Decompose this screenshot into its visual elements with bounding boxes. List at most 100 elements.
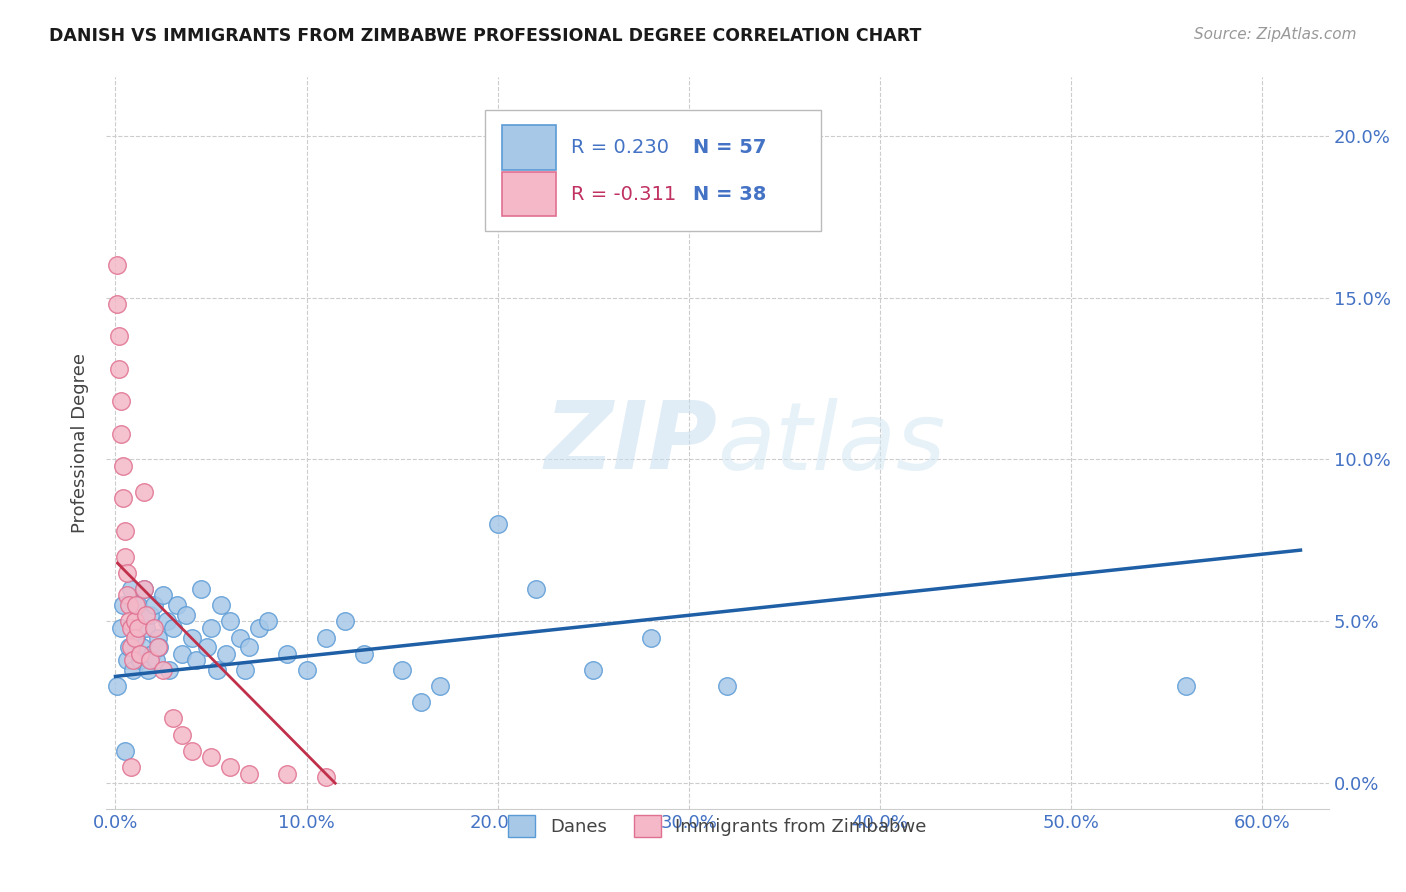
Point <box>105 258 128 272</box>
Point <box>228 631 250 645</box>
Point <box>582 663 605 677</box>
Point <box>108 361 131 376</box>
Point <box>486 517 509 532</box>
FancyBboxPatch shape <box>502 125 555 169</box>
Point <box>135 607 157 622</box>
Point <box>180 744 202 758</box>
Point <box>124 631 146 645</box>
Point <box>125 631 148 645</box>
Point <box>120 582 142 596</box>
Point <box>166 598 188 612</box>
Point <box>124 615 146 629</box>
Point <box>200 750 222 764</box>
Point <box>205 663 228 677</box>
Point <box>146 640 169 655</box>
Point <box>114 549 136 564</box>
Point <box>429 679 451 693</box>
Point <box>125 598 148 612</box>
Point <box>135 621 157 635</box>
Point <box>141 647 163 661</box>
Point <box>156 615 179 629</box>
Point <box>146 631 169 645</box>
Point <box>172 647 194 661</box>
Point <box>162 711 184 725</box>
Point <box>124 615 146 629</box>
Legend: Danes, Immigrants from Zimbabwe: Danes, Immigrants from Zimbabwe <box>501 807 934 844</box>
Y-axis label: Professional Degree: Professional Degree <box>72 353 89 533</box>
Point <box>118 615 141 629</box>
Point <box>120 760 142 774</box>
Point <box>235 663 257 677</box>
Point <box>1174 679 1197 693</box>
Text: N = 38: N = 38 <box>693 185 766 203</box>
Point <box>190 582 212 596</box>
Point <box>640 631 662 645</box>
Point <box>333 615 356 629</box>
Point <box>110 394 132 409</box>
Point <box>172 728 194 742</box>
Point <box>118 640 141 655</box>
Point <box>257 615 280 629</box>
Point <box>174 607 197 622</box>
Point <box>105 679 128 693</box>
Point <box>110 621 132 635</box>
Point <box>139 607 162 622</box>
Text: ZIP: ZIP <box>544 397 717 490</box>
Point <box>411 695 433 709</box>
Point <box>219 760 242 774</box>
Point <box>315 631 337 645</box>
Point <box>127 598 149 612</box>
Point <box>162 621 184 635</box>
Text: atlas: atlas <box>717 398 946 489</box>
Text: N = 57: N = 57 <box>693 138 766 157</box>
Point <box>219 615 242 629</box>
Text: DANISH VS IMMIGRANTS FROM ZIMBABWE PROFESSIONAL DEGREE CORRELATION CHART: DANISH VS IMMIGRANTS FROM ZIMBABWE PROFE… <box>49 27 921 45</box>
Point <box>110 426 132 441</box>
Point <box>136 663 159 677</box>
Point <box>121 653 143 667</box>
Point <box>315 770 337 784</box>
Point <box>716 679 738 693</box>
Point <box>129 653 152 667</box>
Point <box>238 640 260 655</box>
Point <box>276 766 298 780</box>
FancyBboxPatch shape <box>485 111 821 231</box>
Point <box>112 458 135 473</box>
Point <box>114 744 136 758</box>
Point <box>120 640 142 655</box>
Point <box>391 663 413 677</box>
Point <box>115 589 138 603</box>
Point <box>180 631 202 645</box>
Point <box>524 582 547 596</box>
Point <box>152 663 174 677</box>
Point <box>295 663 318 677</box>
Point <box>184 653 207 667</box>
Point <box>142 621 165 635</box>
Point <box>215 647 238 661</box>
Point <box>115 653 138 667</box>
Point <box>195 640 218 655</box>
Point <box>112 598 135 612</box>
Point <box>238 766 260 780</box>
Point <box>105 297 128 311</box>
Point <box>247 621 270 635</box>
Point <box>112 491 135 506</box>
Point <box>131 640 153 655</box>
Point <box>114 524 136 538</box>
Point <box>108 329 131 343</box>
Point <box>152 589 174 603</box>
Point <box>142 598 165 612</box>
Point <box>157 663 180 677</box>
Point <box>121 663 143 677</box>
Text: R = 0.230: R = 0.230 <box>571 138 669 157</box>
FancyBboxPatch shape <box>502 172 555 217</box>
Point <box>134 582 156 596</box>
Point <box>200 621 222 635</box>
Point <box>276 647 298 661</box>
Point <box>353 647 375 661</box>
Point <box>145 653 167 667</box>
Point <box>118 598 141 612</box>
Text: Source: ZipAtlas.com: Source: ZipAtlas.com <box>1194 27 1357 42</box>
Point <box>115 566 138 580</box>
Point <box>209 598 232 612</box>
